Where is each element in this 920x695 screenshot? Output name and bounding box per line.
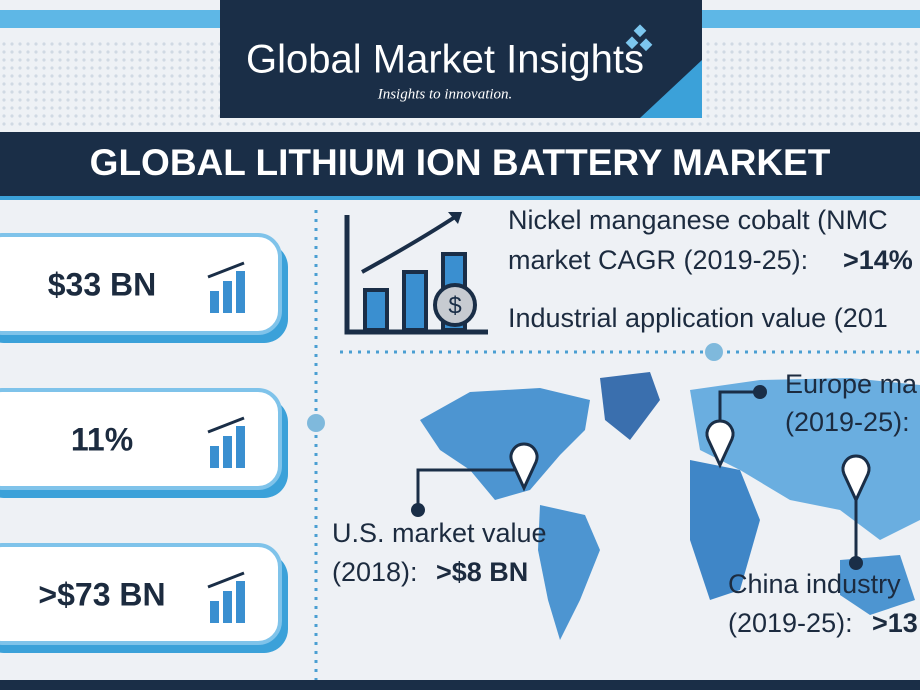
title: GLOBAL LITHIUM ION BATTERY MARKET bbox=[90, 142, 831, 183]
stat-value: 11% bbox=[71, 421, 133, 457]
divider-dot bbox=[307, 414, 325, 432]
stat-icon-bar bbox=[210, 291, 219, 313]
chart-icon: $ bbox=[344, 212, 488, 335]
europe-line2: (2019-25): bbox=[785, 407, 910, 437]
stat-icon-bar bbox=[223, 281, 232, 313]
nmc-line1: Nickel manganese cobalt (NMC bbox=[508, 205, 888, 235]
stat-icon-bar bbox=[236, 271, 245, 313]
title-band bbox=[0, 132, 920, 196]
logo-tagline: Insights to innovation. bbox=[377, 86, 513, 102]
stat-icon-arrow bbox=[207, 416, 245, 434]
stat-icon-bar bbox=[236, 581, 245, 623]
logo-corner bbox=[640, 60, 702, 118]
stat-icon-arrow bbox=[207, 571, 245, 589]
stat-icon-bar bbox=[223, 436, 232, 468]
industrial-label: Industrial application value (201 bbox=[508, 303, 888, 333]
china-line1: China industry bbox=[728, 569, 901, 599]
svg-text:$: $ bbox=[448, 292, 461, 319]
nmc-value: >14% bbox=[843, 245, 913, 275]
card bbox=[0, 388, 282, 490]
pins bbox=[411, 385, 871, 570]
logo-box bbox=[220, 0, 702, 118]
europe-line1: Europe ma bbox=[785, 369, 918, 399]
bottom-band bbox=[0, 680, 920, 690]
divider-dot bbox=[705, 343, 723, 361]
card bbox=[0, 543, 282, 645]
china-value: >13 bbox=[872, 608, 918, 638]
card bbox=[0, 233, 282, 335]
stat-cards: $33 BN 11% >$73 BN bbox=[0, 233, 288, 653]
logo-name: Global Market Insights bbox=[246, 38, 644, 82]
stat-value: $33 BN bbox=[48, 266, 157, 302]
us-line1: U.S. market value bbox=[332, 518, 547, 548]
world-map bbox=[420, 372, 920, 640]
us-line2: (2018): bbox=[332, 557, 418, 587]
stat-icon-arrow bbox=[207, 261, 245, 279]
china-line2: (2019-25): bbox=[728, 608, 853, 638]
stat-value: >$73 BN bbox=[38, 576, 165, 612]
stat-icon-bar bbox=[236, 426, 245, 468]
nmc-line2: market CAGR (2019-25): bbox=[508, 245, 808, 275]
stat-icon-bar bbox=[223, 591, 232, 623]
stat-icon-bar bbox=[210, 446, 219, 468]
stat-icon-bar bbox=[210, 601, 219, 623]
us-value: >$8 BN bbox=[436, 557, 528, 587]
title-line bbox=[0, 196, 920, 200]
